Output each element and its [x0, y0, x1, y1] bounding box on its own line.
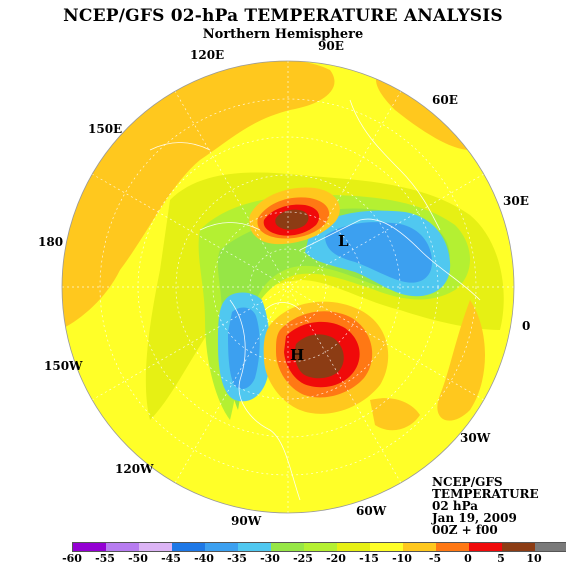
color-legend-ticks: -60 -55 -50 -45 -40 -35 -30 -25 -20 -15 -10 -5 0 5 10 [0, 552, 566, 566]
lon-90e-label: 90E [318, 39, 344, 53]
legend-tick-label: -60 [62, 552, 82, 565]
lon-60e-label: 60E [432, 93, 458, 107]
map-boundary [61, 60, 515, 514]
lon-30w-label: 30W [460, 431, 491, 445]
legend-swatch [337, 543, 370, 551]
low-center-marker: L [338, 232, 349, 250]
legend-tick-label: 0 [464, 552, 472, 565]
legend-swatch [271, 543, 304, 551]
lon-60w-label: 60W [356, 504, 387, 518]
legend-tick-label: -5 [428, 552, 442, 565]
legend-swatch [205, 543, 238, 551]
legend-swatch [403, 543, 436, 551]
info-variable: TEMPERATURE [432, 487, 539, 501]
info-forecast-hour: 00Z + f00 [432, 523, 498, 537]
coastlines [149, 99, 481, 501]
legend-tick-label: -30 [260, 552, 280, 565]
legend-tick-label: -10 [392, 552, 412, 565]
legend-swatch [73, 543, 106, 551]
legend-swatch [502, 543, 535, 551]
legend-swatch [172, 543, 205, 551]
legend-swatch [370, 543, 403, 551]
legend-tick-label: -50 [128, 552, 148, 565]
lon-90w-label: 90W [231, 514, 262, 528]
info-level: 02 hPa [432, 499, 479, 513]
lon-0-label: 0 [522, 319, 530, 333]
legend-tick-label: -15 [359, 552, 379, 565]
page-title: NCEP/GFS 02-hPa TEMPERATURE ANALYSIS [63, 6, 503, 26]
lon-150e-label: 150E [88, 122, 122, 136]
legend-swatch [436, 543, 469, 551]
legend-tick-label: -40 [194, 552, 214, 565]
legend-tick-label: -25 [293, 552, 313, 565]
legend-swatch [304, 543, 337, 551]
info-date: Jan 19, 2009 [432, 511, 517, 525]
legend-tick-label: -20 [326, 552, 346, 565]
info-block: NCEP/GFS TEMPERATURE 02 hPa Jan 19, 2009… [432, 476, 539, 536]
legend-swatch [238, 543, 271, 551]
color-legend-bar [72, 542, 566, 552]
legend-swatch [469, 543, 502, 551]
legend-tick-label: 10 [526, 552, 542, 565]
lon-120e-label: 120E [190, 48, 224, 62]
lon-150w-label: 150W [44, 359, 83, 373]
legend-tick-label: -45 [161, 552, 181, 565]
lon-120w-label: 120W [115, 462, 154, 476]
legend-swatch [139, 543, 172, 551]
legend-swatch [106, 543, 139, 551]
graticule [62, 61, 514, 513]
legend-swatch [535, 543, 566, 551]
legend-tick-label: -35 [227, 552, 247, 565]
page-subtitle: Northern Hemisphere [202, 27, 364, 42]
high-center-marker: H [290, 346, 304, 364]
longitude-labels: 90E 60E 30E 0 30W 60W 90W 120W 150W 180 … [38, 39, 530, 528]
legend-tick-label: -55 [95, 552, 115, 565]
info-model: NCEP/GFS [432, 475, 503, 489]
lon-180-label: 180 [38, 235, 63, 249]
legend-tick-label: 5 [497, 552, 505, 565]
lon-30e-label: 30E [503, 194, 529, 208]
